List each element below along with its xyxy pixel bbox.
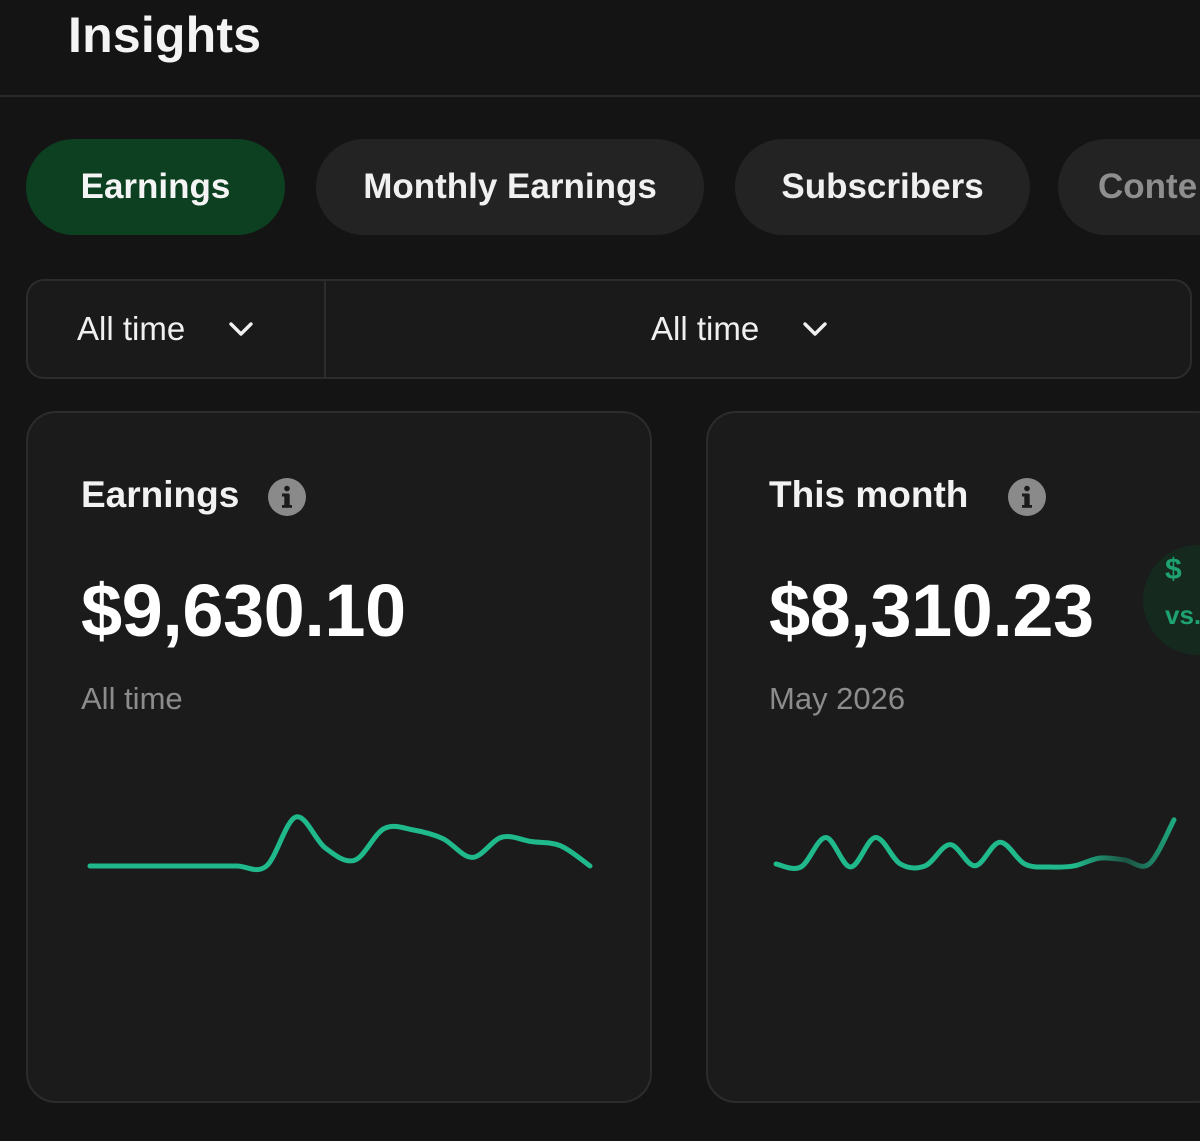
filter-label: All time <box>77 310 186 347</box>
badge-value: $ <box>1165 553 1182 586</box>
earnings-card[interactable] <box>26 411 652 1103</box>
period-filter-dropdown[interactable]: All time <box>77 281 255 377</box>
card-title: Earnings <box>81 474 240 515</box>
filter-label: All time <box>651 310 760 347</box>
this-month-period: May 2026 <box>769 681 906 716</box>
sparkline-path <box>773 817 1177 871</box>
tab-label: Monthly Earnings <box>363 167 657 206</box>
this-month-amount: $8,310.23 <box>769 569 1094 652</box>
tab-content[interactable]: Conte <box>1058 139 1200 235</box>
chevron-down-icon <box>229 322 253 336</box>
chevron-down-icon <box>803 322 827 336</box>
compare-filter-dropdown[interactable]: All time <box>651 281 829 377</box>
this-month-card[interactable] <box>706 411 1200 1103</box>
tab-label: Conte <box>1098 167 1198 206</box>
earnings-amount: $9,630.10 <box>81 569 406 652</box>
earnings-period: All time <box>81 681 183 716</box>
tab-earnings[interactable]: Earnings <box>26 139 285 235</box>
tab-monthly-earnings[interactable]: Monthly Earnings <box>316 139 704 235</box>
badge-vs-label: vs. <box>1165 600 1200 630</box>
filter-divider <box>324 281 326 377</box>
info-icon[interactable] <box>1008 478 1046 516</box>
earnings-sparkline <box>87 814 593 873</box>
tab-subscribers[interactable]: Subscribers <box>735 139 1030 235</box>
sparkline-path <box>87 814 593 873</box>
info-icon[interactable] <box>268 478 306 516</box>
filter-bar: All time All time <box>26 279 1192 379</box>
this-month-sparkline <box>773 817 1177 871</box>
tab-label: Earnings <box>80 167 231 206</box>
card-title: This month <box>769 474 969 515</box>
page-title: Insights <box>68 7 262 63</box>
tab-label: Subscribers <box>781 167 984 206</box>
header: Insights <box>0 0 1200 97</box>
